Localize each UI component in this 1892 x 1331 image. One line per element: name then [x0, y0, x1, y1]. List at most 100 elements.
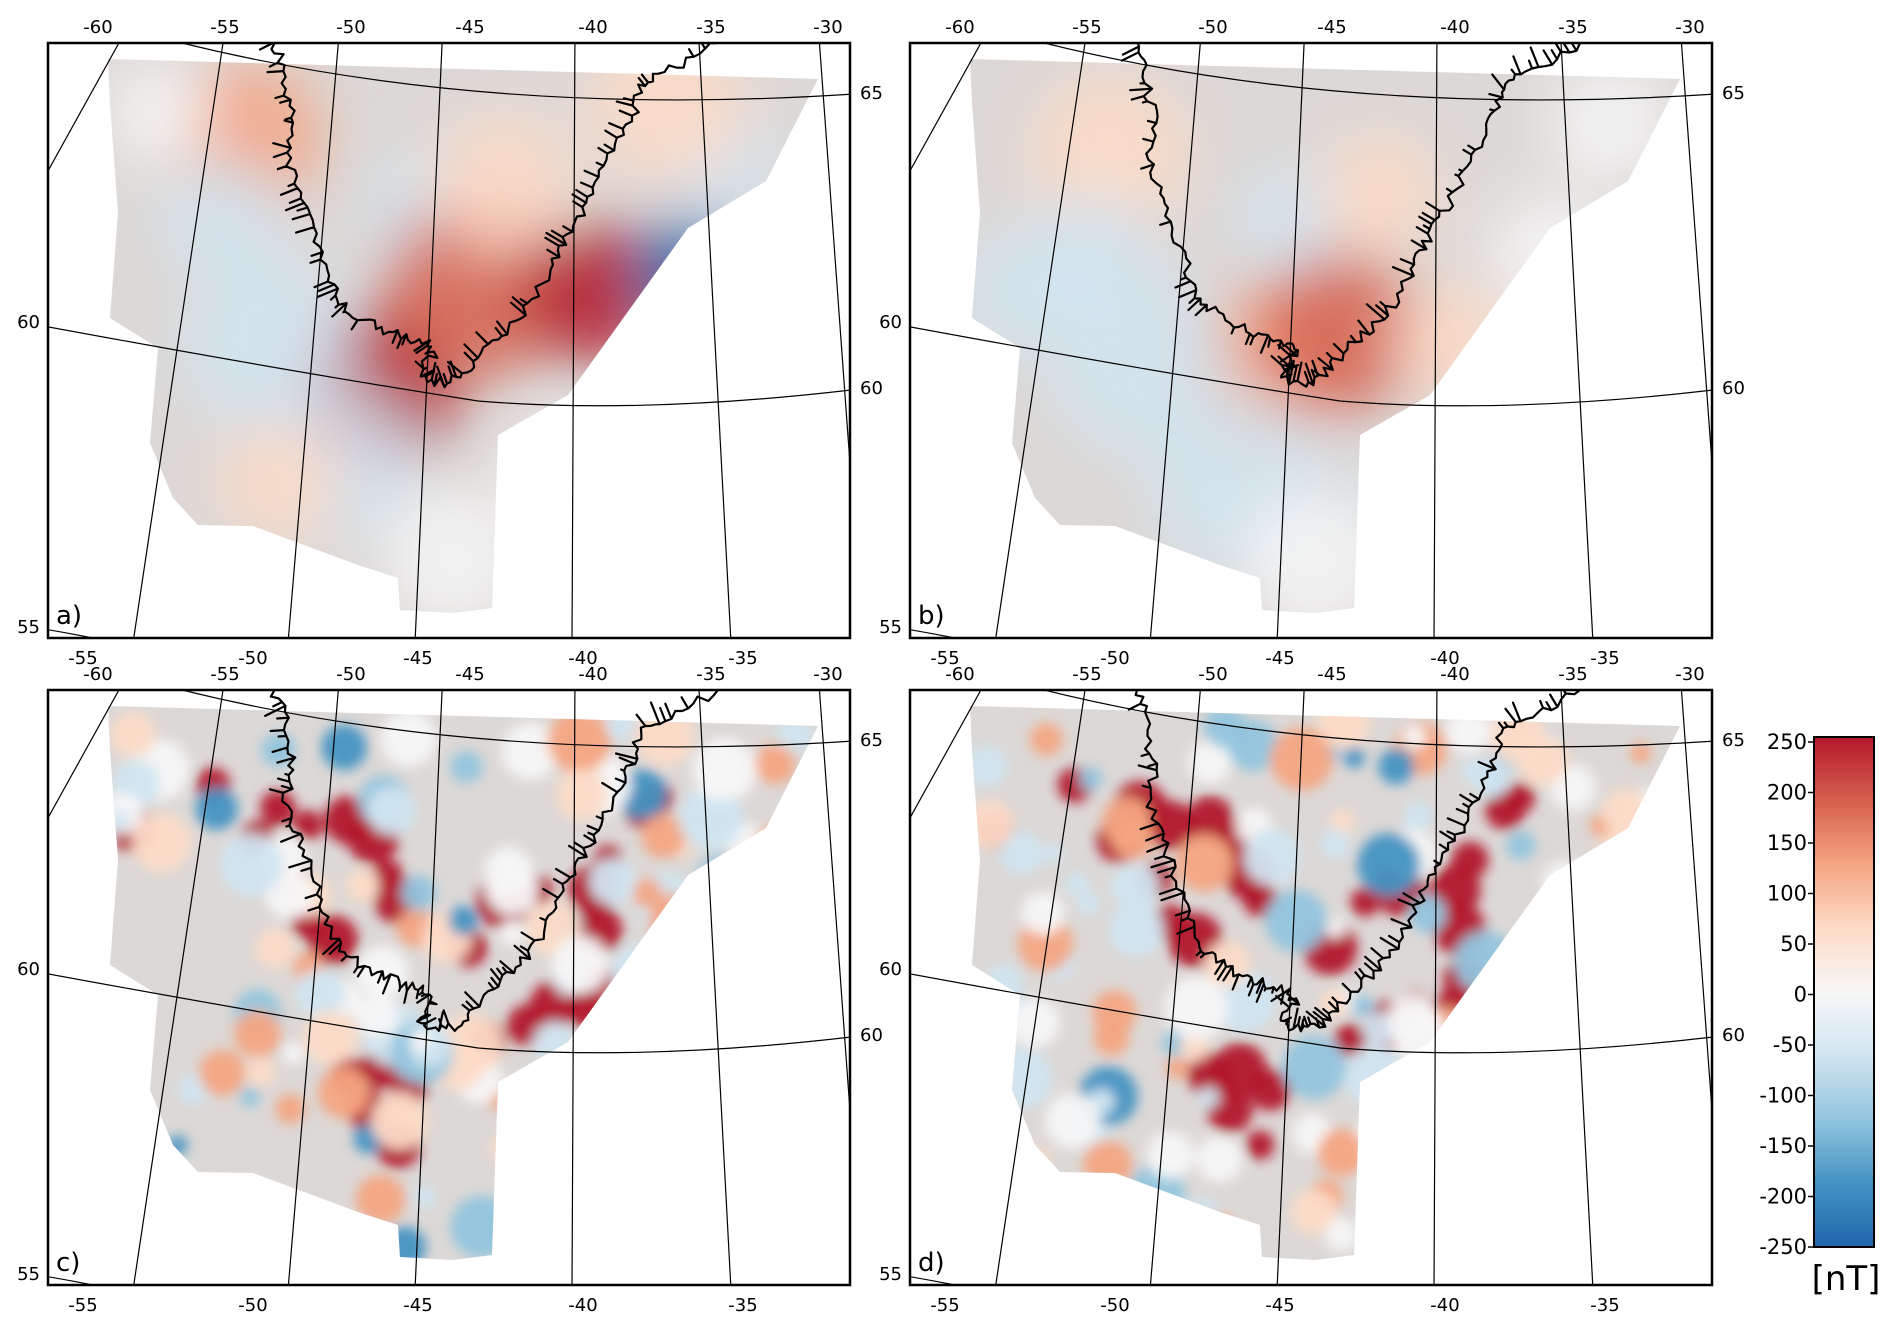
lon-tick-bottom: -35 — [1590, 1295, 1619, 1316]
lat-tick-right: 60 — [860, 1025, 883, 1046]
anomaly-blob — [1320, 133, 1440, 253]
lat-tick-left: 60 — [879, 959, 902, 980]
anomaly-blob — [1445, 708, 1492, 754]
anomaly-blob — [1508, 1098, 1567, 1157]
anomaly-blob — [1566, 1023, 1608, 1064]
anomaly-blob — [1325, 1218, 1358, 1251]
anomaly-blob — [784, 989, 818, 1029]
anomaly-blob — [616, 1184, 663, 1232]
lat-tick-left: 60 — [879, 312, 902, 333]
anomaly-blob — [1517, 734, 1569, 786]
anomaly-blob — [1030, 73, 1190, 233]
meridian-line — [48, 43, 120, 173]
map-panel: -60 -55 -50 -45 -40 -35 -30 -55 -50 -45 -40 -35 60 55… — [17, 664, 883, 1316]
anomaly-blob — [1557, 1093, 1617, 1152]
anomaly-blob — [110, 711, 156, 758]
anomaly-blob — [779, 1216, 818, 1259]
meridian-line — [287, 43, 339, 638]
anomaly-blob — [1451, 841, 1489, 879]
anomaly-blob — [1210, 1213, 1233, 1236]
colorbar-tick-label: 150 — [1767, 831, 1807, 855]
anomaly-blob — [292, 809, 324, 841]
meridian-line — [287, 690, 339, 1285]
anomaly-blob — [1044, 1093, 1101, 1149]
anomaly-blob — [755, 744, 796, 785]
anomaly-blob — [786, 1208, 818, 1248]
anomaly-blob — [1188, 740, 1232, 784]
anomaly-blob — [317, 1066, 370, 1119]
colorbar-tick-label: -200 — [1759, 1185, 1807, 1209]
anomaly-blob — [1021, 891, 1065, 935]
anomaly-blob — [1550, 63, 1670, 183]
anomaly-blob — [733, 951, 781, 1000]
anomaly-blob — [1471, 1058, 1513, 1100]
anomaly-blob — [450, 1195, 514, 1259]
anomaly-blob — [635, 1113, 660, 1138]
anomaly-blob — [218, 423, 338, 543]
lon-tick-top: -30 — [813, 17, 842, 38]
lon-tick-bottom: -55 — [68, 1295, 97, 1316]
anomaly-blob — [1351, 994, 1374, 1018]
anomaly-blob — [1372, 1204, 1427, 1260]
anomaly-blob — [551, 935, 610, 994]
anomaly-blob — [1064, 872, 1089, 896]
lon-tick-top: -30 — [813, 664, 842, 685]
anomaly-blob — [1146, 1131, 1195, 1180]
anomaly-blob — [1542, 861, 1585, 904]
anomaly-blob — [290, 1234, 333, 1260]
anomaly-blob — [589, 858, 637, 905]
map-panel: -60 -55 -50 -45 -40 -35 -30 -55 -50 -45 -40 -35 60 55… — [879, 17, 1745, 669]
anomaly-blob — [400, 874, 437, 911]
anomaly-blob — [1610, 969, 1674, 1033]
anomaly-blob — [1512, 1111, 1574, 1173]
map-frame — [46, 688, 852, 1287]
lat-tick-left: 60 — [17, 312, 40, 333]
anomaly-blob — [1598, 1213, 1631, 1246]
anomaly-blob — [1050, 273, 1230, 453]
lon-tick-bottom: -40 — [568, 1295, 597, 1316]
anomaly-blob — [1506, 830, 1536, 861]
colorbar-tick-label: 200 — [1767, 781, 1807, 805]
anomaly-blob — [1264, 889, 1328, 953]
lon-tick-top: -50 — [336, 17, 365, 38]
anomaly-blob — [485, 862, 539, 916]
lon-tick-bottom: -50 — [1100, 648, 1129, 669]
anomaly-field — [108, 706, 818, 1260]
parallel-line — [48, 1276, 96, 1285]
anomaly-blob — [635, 706, 695, 766]
lon-tick-bottom: -35 — [728, 648, 757, 669]
anomaly-blob — [1175, 834, 1234, 892]
parallel-line — [179, 690, 850, 748]
parallel-line — [48, 973, 850, 1054]
lat-tick-left: 55 — [17, 617, 40, 638]
lon-tick-top: -45 — [455, 17, 484, 38]
anomaly-blob — [1571, 1082, 1599, 1110]
anomaly-blob — [1164, 976, 1228, 1040]
anomaly-blob — [295, 968, 345, 1019]
anomaly-blob — [1352, 1118, 1400, 1166]
anomaly-blob — [1395, 283, 1515, 403]
anomaly-blob — [163, 158, 283, 278]
map-panels: -60 -55 -50 -45 -40 -35 -30-55 -50 -45 -40 -356055… — [17, 17, 1745, 1316]
anomaly-blob — [321, 724, 367, 771]
anomaly-blob — [606, 1228, 632, 1253]
lon-tick-top: -55 — [210, 17, 239, 38]
anomaly-blob — [1581, 997, 1645, 1061]
colorbar-tick-label: -100 — [1759, 1084, 1807, 1108]
anomaly-blob — [1602, 788, 1651, 837]
anomaly-blob — [219, 833, 283, 897]
meridian-line — [818, 43, 850, 473]
anomaly-blob — [1078, 767, 1103, 791]
anomaly-blob — [555, 769, 608, 821]
anomaly-blob — [1076, 890, 1101, 915]
anomaly-blob — [677, 1200, 702, 1226]
lon-tick-bottom: -50 — [1100, 1295, 1129, 1316]
anomaly-blob — [716, 1212, 754, 1250]
anomaly-blob — [1331, 809, 1355, 834]
lon-tick-top: -45 — [1317, 17, 1346, 38]
anomaly-blob — [992, 1047, 1053, 1109]
anomaly-blob — [413, 1185, 437, 1209]
meridian-line — [910, 690, 982, 820]
anomaly-blob — [1425, 1112, 1472, 1159]
